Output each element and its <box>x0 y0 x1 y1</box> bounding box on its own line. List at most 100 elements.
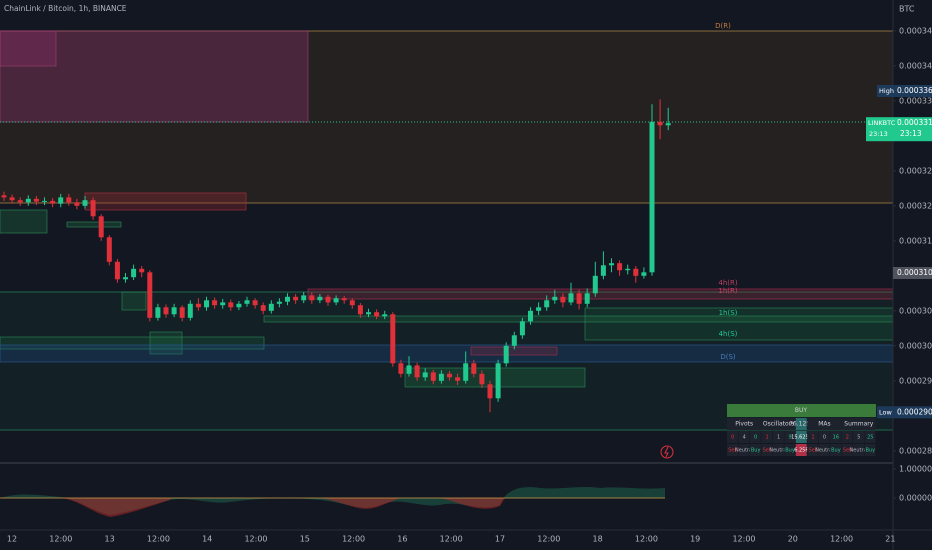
table-header-bg <box>727 404 876 417</box>
candle-body <box>536 307 542 311</box>
name-tag <box>877 406 893 419</box>
supply-box <box>0 30 309 123</box>
candle-body <box>17 200 23 203</box>
x-tick-label: 12:00 <box>147 535 170 544</box>
table-label: Neutral <box>769 448 787 454</box>
candle-body <box>276 301 282 304</box>
table-cell <box>784 444 796 456</box>
oscillator-area <box>0 487 665 515</box>
x-tick-label: 16 <box>397 535 407 544</box>
y-tick-label: 0.0003350 <box>899 96 932 105</box>
alert-icon <box>664 446 669 458</box>
candle-body <box>90 200 96 217</box>
table-cell <box>807 431 819 443</box>
supply-box <box>0 30 57 67</box>
table-label: Buy <box>785 448 795 454</box>
candle-body <box>657 121 663 126</box>
table-header: BUY <box>795 407 808 414</box>
candle-body <box>333 298 339 303</box>
y-tick-label: 0.0003400 <box>899 61 932 70</box>
table-label: Sell <box>728 448 737 454</box>
table-label: Buy <box>865 448 875 454</box>
candle-body <box>609 263 614 266</box>
x-tick-label: 12:00 <box>732 535 755 544</box>
candle-body <box>268 303 274 311</box>
countdown: 23:13 <box>869 130 888 138</box>
candle-body <box>163 307 169 315</box>
candle-body <box>633 268 639 276</box>
table-cell <box>749 444 761 456</box>
table-count: 1 <box>766 435 769 441</box>
candle-body <box>649 121 655 273</box>
candle-body <box>147 272 153 318</box>
candle-body <box>374 312 380 317</box>
candle-body <box>252 300 258 306</box>
currency: BTC <box>899 5 915 14</box>
candle-body <box>390 314 396 364</box>
table-label: Neutral <box>735 448 753 454</box>
price-tag-label: 0.0002905 <box>897 407 932 416</box>
table-count: 2 <box>846 435 849 441</box>
candle-body <box>625 268 631 271</box>
resistance-band <box>307 288 894 300</box>
x-tick-label: 18 <box>593 535 603 544</box>
candle-body <box>641 272 647 276</box>
table-column: Summary <box>844 421 873 428</box>
x-tick-label: 12:00 <box>830 535 853 544</box>
table-column: MAs <box>818 421 830 428</box>
price-tag <box>893 85 932 97</box>
price-tag <box>893 117 932 142</box>
candle-body <box>560 296 566 303</box>
name-tag-label: High <box>879 87 894 95</box>
candle-body <box>244 300 250 304</box>
x-tick-label: 12:00 <box>49 535 72 544</box>
table-label: Sell <box>763 448 772 454</box>
table-cell <box>830 444 842 456</box>
zone-label: 4h(S) <box>719 330 738 338</box>
name-tag <box>877 85 893 97</box>
demand-box <box>121 291 147 311</box>
x-tick-label: 12 <box>7 535 17 544</box>
table-label: Sell <box>808 448 817 454</box>
table-cell <box>818 431 830 443</box>
y-tick-label: 0.0003050 <box>899 306 932 315</box>
candle-body <box>576 293 582 304</box>
candle-body <box>528 310 533 322</box>
candle-body <box>212 300 218 306</box>
alert-icon[interactable] <box>660 445 674 459</box>
x-tick-label: 13 <box>105 535 115 544</box>
candle-body <box>447 373 452 378</box>
candle-body <box>50 200 56 204</box>
table-count: 5 <box>857 435 860 441</box>
candle-body <box>58 197 64 204</box>
x-tick-label: 17 <box>495 535 505 544</box>
candle-body <box>568 293 574 303</box>
table-cell <box>772 444 784 456</box>
name-tag <box>866 117 893 142</box>
candle-body <box>82 200 88 206</box>
table-cell <box>772 431 784 443</box>
price-tag-label: 0.0003104 <box>897 268 932 277</box>
table-label: Sell <box>843 448 852 454</box>
demand-box <box>149 331 183 355</box>
candle-body <box>114 261 120 280</box>
support-box <box>584 307 894 341</box>
table-cell <box>727 444 738 456</box>
candle-body <box>195 303 201 308</box>
candle-body <box>301 295 307 301</box>
candle-body <box>544 300 550 308</box>
candle-body <box>228 302 234 308</box>
candle-body <box>317 296 323 301</box>
osc-tick-label: 1.0000000 <box>899 465 932 474</box>
candle-body <box>66 197 72 203</box>
candle-body <box>503 345 509 364</box>
candle-body <box>487 384 493 399</box>
candle-body <box>414 365 420 378</box>
table-count: 9 <box>788 435 791 441</box>
x-tick-label: 12:00 <box>244 535 267 544</box>
candle-body <box>479 373 485 385</box>
x-tick-label: 12:00 <box>342 535 365 544</box>
candle-body <box>9 197 15 201</box>
x-tick-label: 19 <box>690 535 700 544</box>
candle-body <box>665 123 671 126</box>
